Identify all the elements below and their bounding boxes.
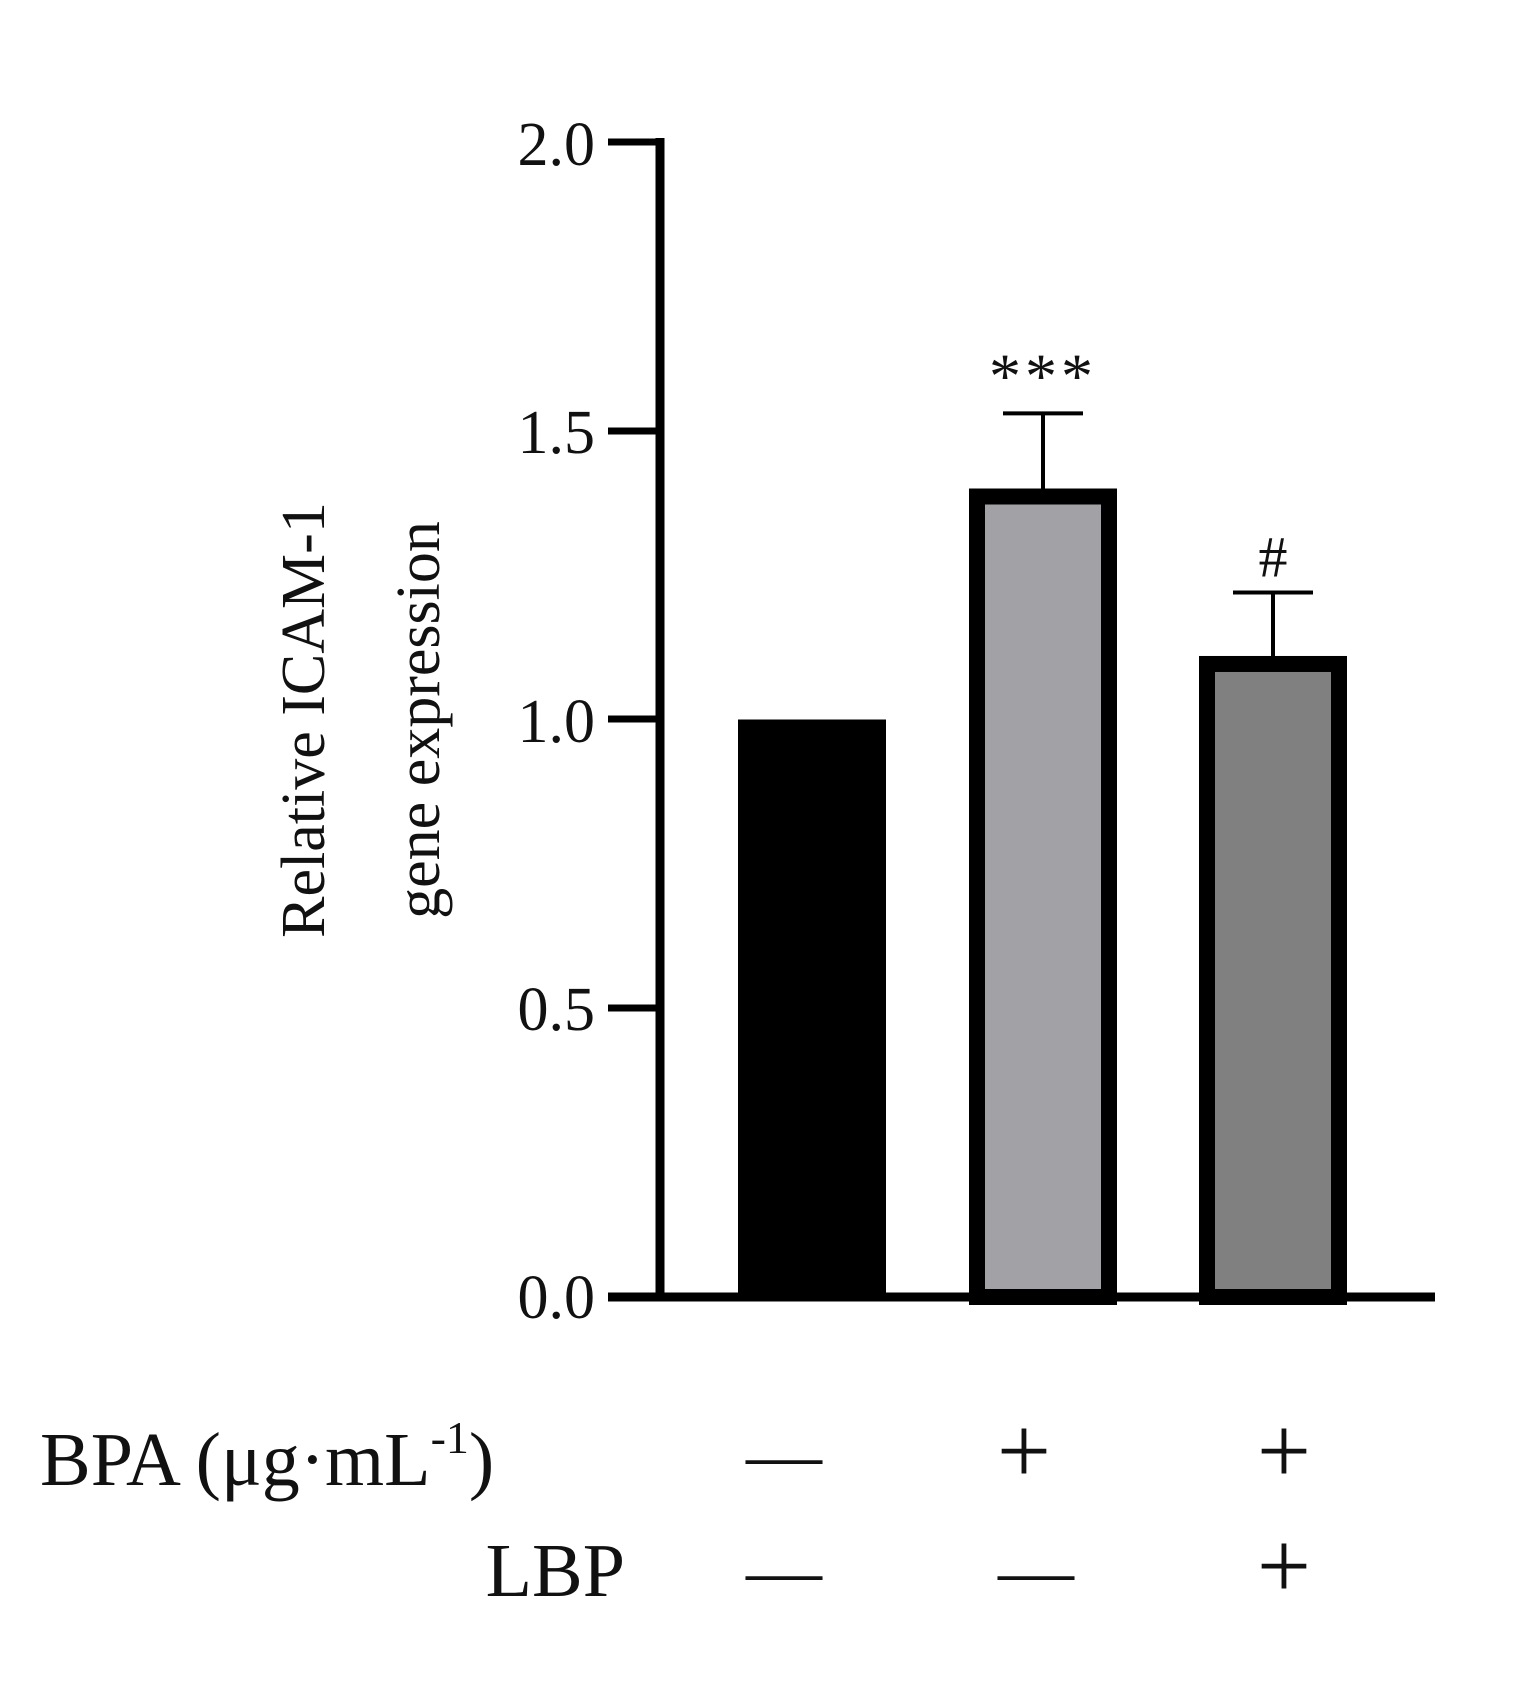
bpa-label-main: BPA (μg·mL [40,1418,431,1502]
treatment-row-lbp: LBP — — + [486,1512,1311,1619]
y-tick-label-4: 2.0 [518,111,596,179]
significance-label-3: # [1259,524,1288,589]
y-tick-label-1: 0.5 [518,976,596,1044]
treatment-row-bpa-mark-3: + [1257,1397,1311,1504]
treatment-row-lbp-mark-2: — [997,1529,1075,1613]
bpa-label-close: ) [469,1418,494,1502]
treatment-row-bpa-mark-1: — [745,1413,823,1497]
treatment-row-bpa-label: BPA (μg·mL-1) [40,1412,494,1502]
y-tick-label-3: 1.5 [518,399,596,467]
bpa-label-superscript: -1 [431,1412,469,1463]
treatment-row-bpa-mark-2: + [997,1397,1051,1504]
y-axis-label-line-2: gene expression [385,521,453,919]
treatment-row-bpa: BPA (μg·mL-1) — + + [40,1397,1311,1504]
treatment-row-lbp-mark-3: + [1257,1512,1311,1619]
significance-label-2: *** [989,340,1097,411]
y-axis-label-line-1: Relative ICAM-1 [270,502,338,938]
y-tick-label-2: 1.0 [518,688,596,756]
bar-1 [738,719,886,1297]
y-tick-marks [608,138,660,1301]
y-tick-labels: 0.0 0.5 1.0 1.5 2.0 [518,111,596,1332]
treatment-row-lbp-mark-1: — [745,1529,823,1613]
treatment-row-lbp-label: LBP [486,1529,625,1613]
y-tick-label-0: 0.0 [518,1264,596,1332]
bars-layer: *** # [738,340,1347,1305]
bar-2 [969,488,1117,1305]
bar-3 [1199,655,1347,1305]
